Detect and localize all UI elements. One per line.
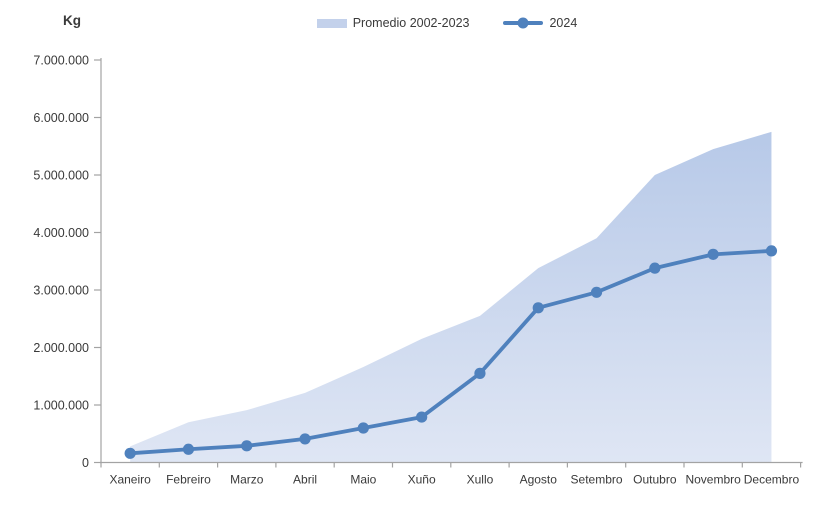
x-axis-label-febreiro: Febreiro: [166, 473, 211, 487]
data-point-2024-1: [182, 443, 195, 455]
y-tick-label: 7.000.000: [33, 54, 89, 68]
x-axis-label-setembro: Setembro: [571, 473, 623, 487]
y-tick-label: 0: [82, 456, 89, 470]
x-axis-label-outubro: Outubro: [633, 473, 677, 487]
data-point-2024-10: [707, 248, 719, 260]
line-series-2024: [128, 249, 774, 456]
data-point-2024-6: [474, 367, 486, 379]
data-point-2024-4: [357, 422, 369, 434]
x-axis-label-maio: Maio: [350, 473, 376, 487]
line-marker-icon: [517, 17, 529, 29]
legend-item-promedio: Promedio 2002-2023: [316, 16, 470, 30]
y-tick-label: 2.000.000: [33, 341, 89, 355]
y-tick-label: 1.000.000: [33, 399, 89, 413]
data-point-2024-2: [241, 440, 253, 452]
data-point-2024-0: [124, 447, 136, 459]
x-axis-label-marzo: Marzo: [230, 473, 264, 487]
y-tick-label: 6.000.000: [33, 111, 89, 125]
data-point-2024-5: [416, 411, 428, 423]
x-axis-label-abril: Abril: [293, 473, 317, 487]
x-axis-label-novembro: Novembro: [685, 473, 741, 487]
data-point-2024-8: [590, 286, 603, 298]
data-point-2024-7: [532, 302, 544, 314]
promedio-area-series: [130, 131, 772, 463]
x-axis-label-xaneiro: Xaneiro: [109, 473, 151, 487]
y-axis-unit-label: Kg: [63, 13, 81, 28]
x-axis-label-xuño: Xuño: [408, 473, 436, 487]
data-point-2024-9: [649, 262, 661, 274]
area-series-swatch: [316, 18, 347, 28]
x-axis-label-agosto: Agosto: [520, 473, 558, 487]
legend-label-promedio: Promedio 2002-2023: [352, 16, 470, 30]
data-point-2024-3: [299, 433, 311, 445]
y-tick-label: 5.000.000: [33, 169, 89, 183]
data-point-2024-11: [765, 245, 778, 257]
x-axis-label-xullo: Xullo: [467, 473, 494, 487]
legend-item-2024: 2024: [503, 16, 577, 30]
line-series-swatch: [503, 17, 544, 29]
y-tick-label: 4.000.000: [33, 226, 89, 240]
x-axis-label-decembro: Decembro: [744, 473, 800, 487]
legend-label-2024: 2024: [549, 16, 578, 30]
chart-legend: Promedio 2002-2023 2024: [0, 16, 830, 30]
y-tick-label: 3.000.000: [33, 284, 89, 298]
